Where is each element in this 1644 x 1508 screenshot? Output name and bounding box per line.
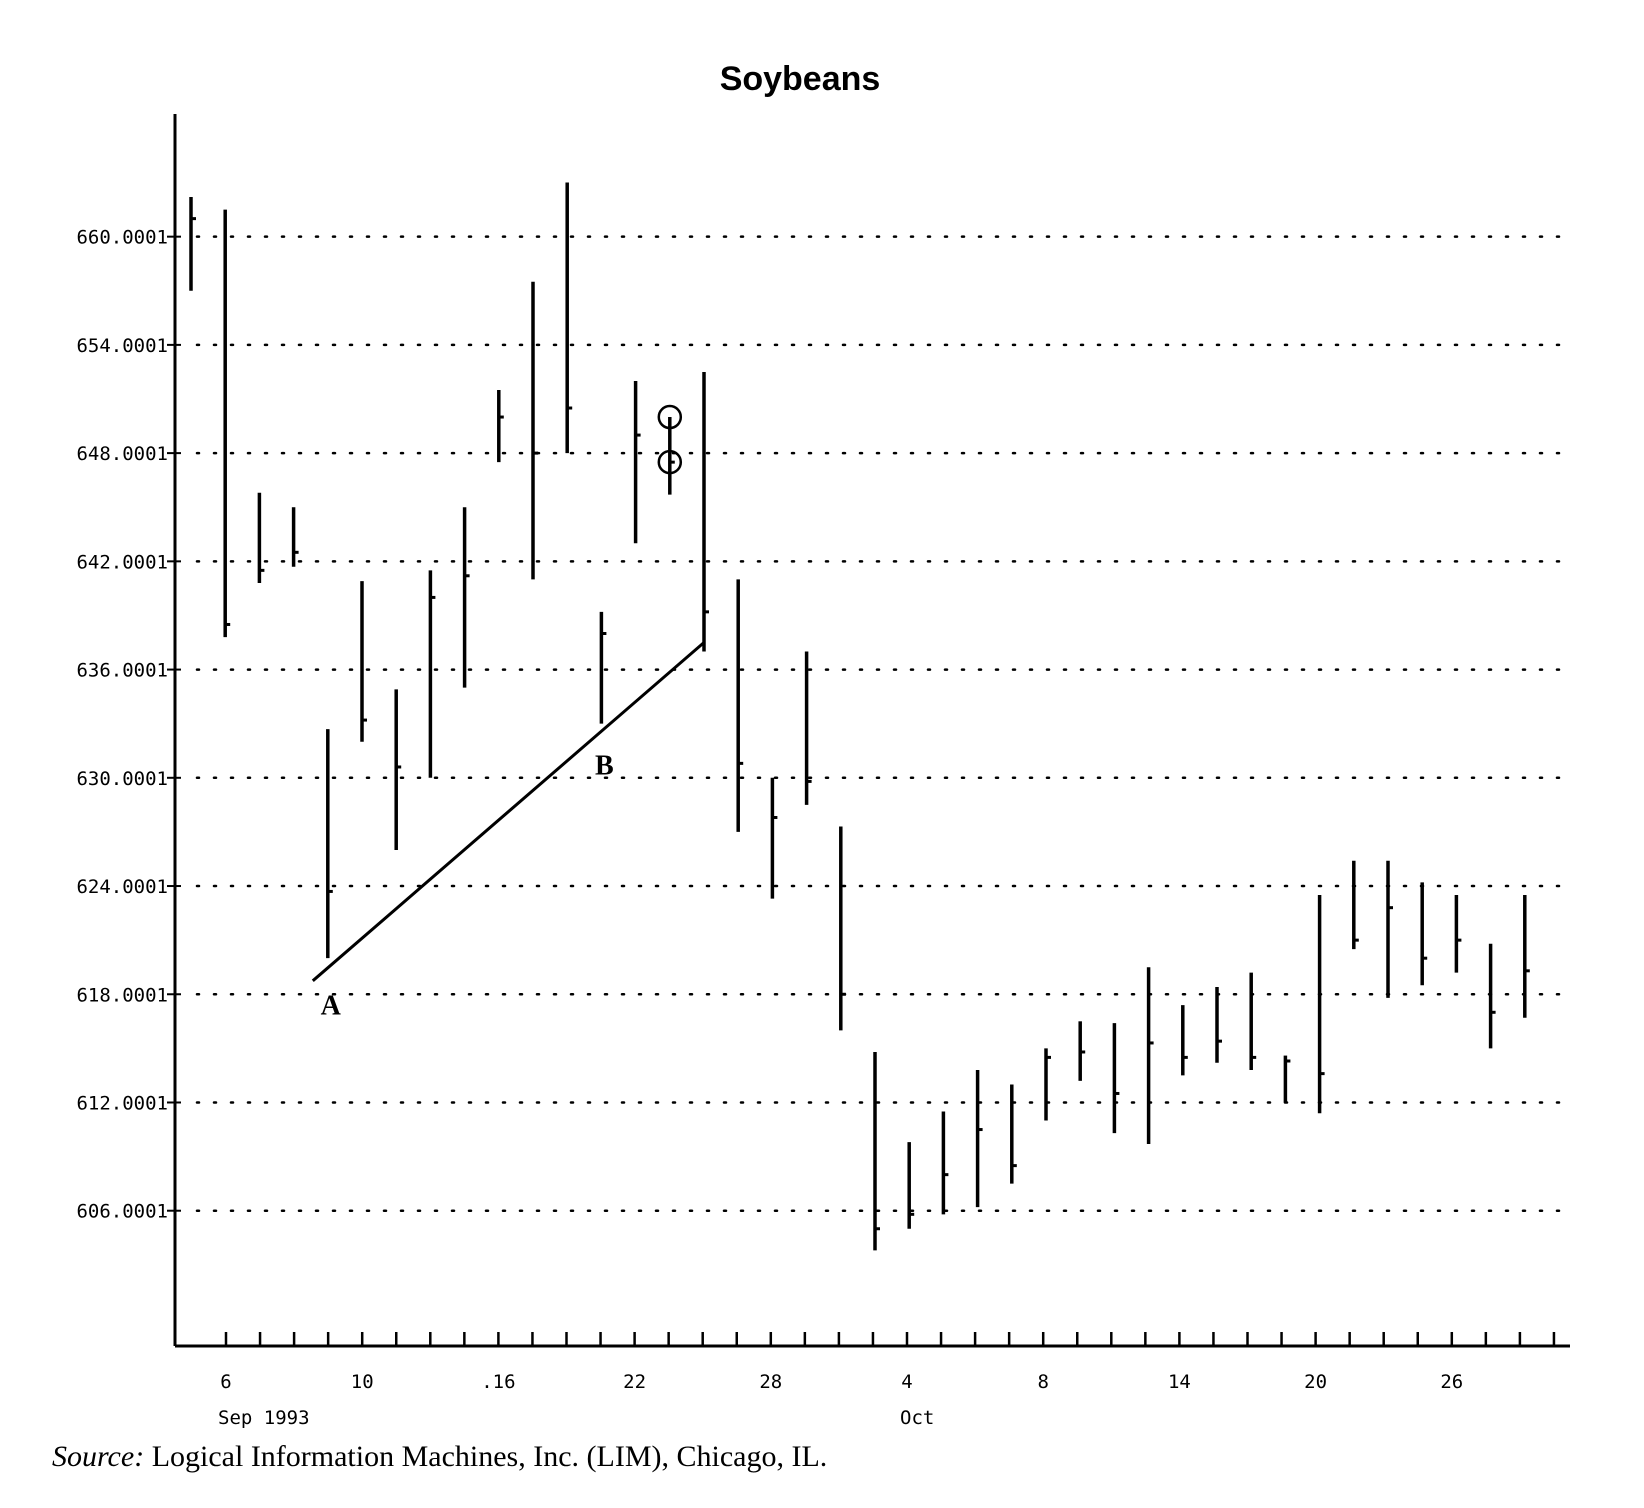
price-bar: [975, 1070, 983, 1208]
price-bar: [736, 579, 744, 832]
price-bar: [257, 492, 265, 583]
price-bar: [428, 570, 436, 778]
price-bar: [189, 196, 196, 291]
annotation-label: B: [595, 750, 614, 781]
y-tick-label: 654.0001: [76, 335, 168, 357]
price-bar: [668, 417, 675, 495]
price-bar: [599, 611, 607, 724]
month-label: Sep 1993: [218, 1407, 310, 1429]
source-text: Logical Information Machines, Inc. (LIM)…: [151, 1440, 828, 1473]
price-bar: [941, 1111, 949, 1215]
price-bar: [1454, 895, 1462, 973]
gridlines: [167, 235, 1572, 1212]
y-tick-label: 648.0001: [76, 443, 168, 465]
x-tick-label: 4: [901, 1371, 912, 1393]
price-bar: [223, 209, 231, 638]
y-tick-label: 630.0001: [76, 768, 168, 790]
x-tick-label: 10: [351, 1371, 374, 1393]
circled-point: [657, 449, 683, 475]
price-bar: [770, 777, 778, 899]
y-tick-label: 624.0001: [76, 876, 168, 898]
x-tick-labels: 6 10 .16 22 28 4 8 14 20 26: [220, 1332, 1556, 1393]
chart: Soybeans 660.0001 654.0001 648.0001 642.000…: [76, 60, 1572, 1429]
price-bar: [1044, 1048, 1051, 1121]
price-bar: [1249, 972, 1257, 1071]
price-bar: [1420, 882, 1428, 986]
x-tick-label: 6: [220, 1371, 231, 1393]
month-label: Oct: [900, 1407, 934, 1429]
y-tick-label: 660.0001: [76, 227, 168, 249]
y-tick-label: 606.0001: [76, 1201, 168, 1223]
circled-point: [657, 404, 683, 430]
y-tick-label: 618.0001: [76, 984, 168, 1006]
x-tick-label: 22: [623, 1371, 646, 1393]
price-bar: [804, 651, 812, 805]
price-bar: [291, 507, 299, 567]
price-bar: [1317, 895, 1325, 1114]
price-bar: [394, 689, 402, 850]
y-tick-label: 636.0001: [76, 660, 168, 682]
chart-title: Soybeans: [720, 60, 881, 98]
price-bar: [633, 380, 641, 544]
price-bar: [702, 371, 709, 652]
price-bar: [1215, 987, 1222, 1063]
x-tick-label: .16: [481, 1371, 515, 1393]
source-note: Source: Logical Information Machines, In…: [52, 1440, 827, 1474]
price-bar: [326, 729, 333, 959]
price-bar: [497, 389, 504, 463]
trendline: [311, 641, 705, 982]
price-bar: [1078, 1021, 1086, 1081]
price-bar: [462, 507, 470, 688]
price-bar: [1488, 943, 1496, 1049]
price-bar: [1146, 967, 1154, 1144]
y-tick-labels: 660.0001 654.0001 648.0001 642.0001 636.0001…: [76, 227, 168, 1223]
price-bar: [360, 581, 367, 742]
price-bar: [839, 826, 846, 1031]
annotations: AB: [311, 404, 705, 1021]
price-bar: [531, 281, 538, 580]
price-bar: [1523, 895, 1530, 1018]
x-tick-label: 28: [759, 1371, 782, 1393]
price-bars: [189, 182, 1530, 1251]
source-label: Source:: [52, 1440, 145, 1473]
price-bar: [1386, 860, 1393, 998]
annotation-label: A: [321, 990, 342, 1021]
x-tick-label: 20: [1304, 1371, 1327, 1393]
price-bar: [1352, 860, 1359, 950]
price-bar: [907, 1142, 915, 1229]
price-bar: [1010, 1084, 1017, 1184]
x-tick-label: 14: [1168, 1371, 1191, 1393]
y-tick-label: 642.0001: [76, 551, 168, 573]
x-tick-label: 8: [1037, 1371, 1048, 1393]
price-bar: [1181, 1005, 1188, 1076]
price-bar: [873, 1051, 880, 1251]
x-tick-label: 26: [1440, 1371, 1463, 1393]
price-bar: [565, 182, 573, 454]
price-bar: [1112, 1023, 1120, 1134]
axes: [173, 114, 1570, 1348]
y-tick-label: 612.0001: [76, 1092, 168, 1114]
month-labels: Sep 1993 Oct: [218, 1407, 934, 1429]
price-bar: [1283, 1055, 1291, 1103]
